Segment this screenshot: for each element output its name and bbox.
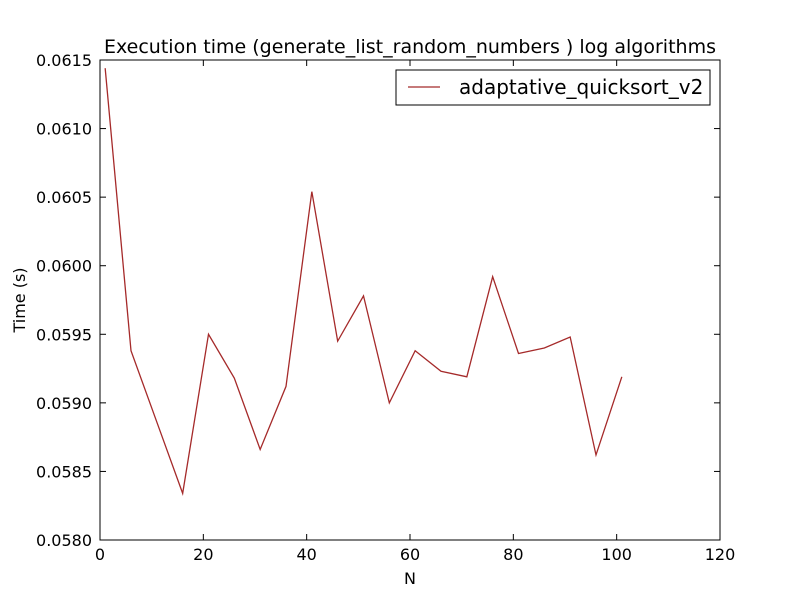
y-axis-label: Time (s) bbox=[10, 267, 29, 333]
chart-title: Execution time (generate_list_random_num… bbox=[104, 36, 716, 58]
series-line-0 bbox=[104, 68, 623, 496]
y-tick-label: 0.0615 bbox=[36, 51, 92, 70]
x-tick-label: 120 bbox=[705, 545, 736, 564]
y-tick-label: 0.0605 bbox=[36, 188, 92, 207]
x-tick-label: 40 bbox=[296, 545, 316, 564]
x-tick-label: 60 bbox=[400, 545, 420, 564]
x-axis-ticks: 0 20 40 60 80 100 120 bbox=[95, 60, 735, 564]
y-tick-label: 0.0585 bbox=[36, 462, 92, 481]
plot-frame bbox=[99, 59, 721, 541]
y-tick-label: 0.0610 bbox=[36, 120, 92, 139]
x-axis-label: N bbox=[404, 569, 416, 588]
legend: adaptative_quicksort_v2 bbox=[395, 69, 711, 106]
plot-area bbox=[99, 59, 721, 541]
x-tick-label: 100 bbox=[601, 545, 632, 564]
legend-label: adaptative_quicksort_v2 bbox=[459, 75, 703, 99]
x-tick-label: 0 bbox=[95, 545, 105, 564]
y-tick-label: 0.0590 bbox=[36, 394, 92, 413]
x-tick-label: 80 bbox=[503, 545, 523, 564]
x-tick-label: 20 bbox=[193, 545, 213, 564]
legend-box bbox=[395, 69, 711, 106]
y-tick-label: 0.0580 bbox=[36, 531, 92, 550]
y-tick-label: 0.0600 bbox=[36, 257, 92, 276]
y-tick-label: 0.0595 bbox=[36, 325, 92, 344]
y-axis-ticks: 0.0580 0.0585 0.0590 0.0595 0.0600 0.0605 0.06… bbox=[36, 51, 720, 550]
